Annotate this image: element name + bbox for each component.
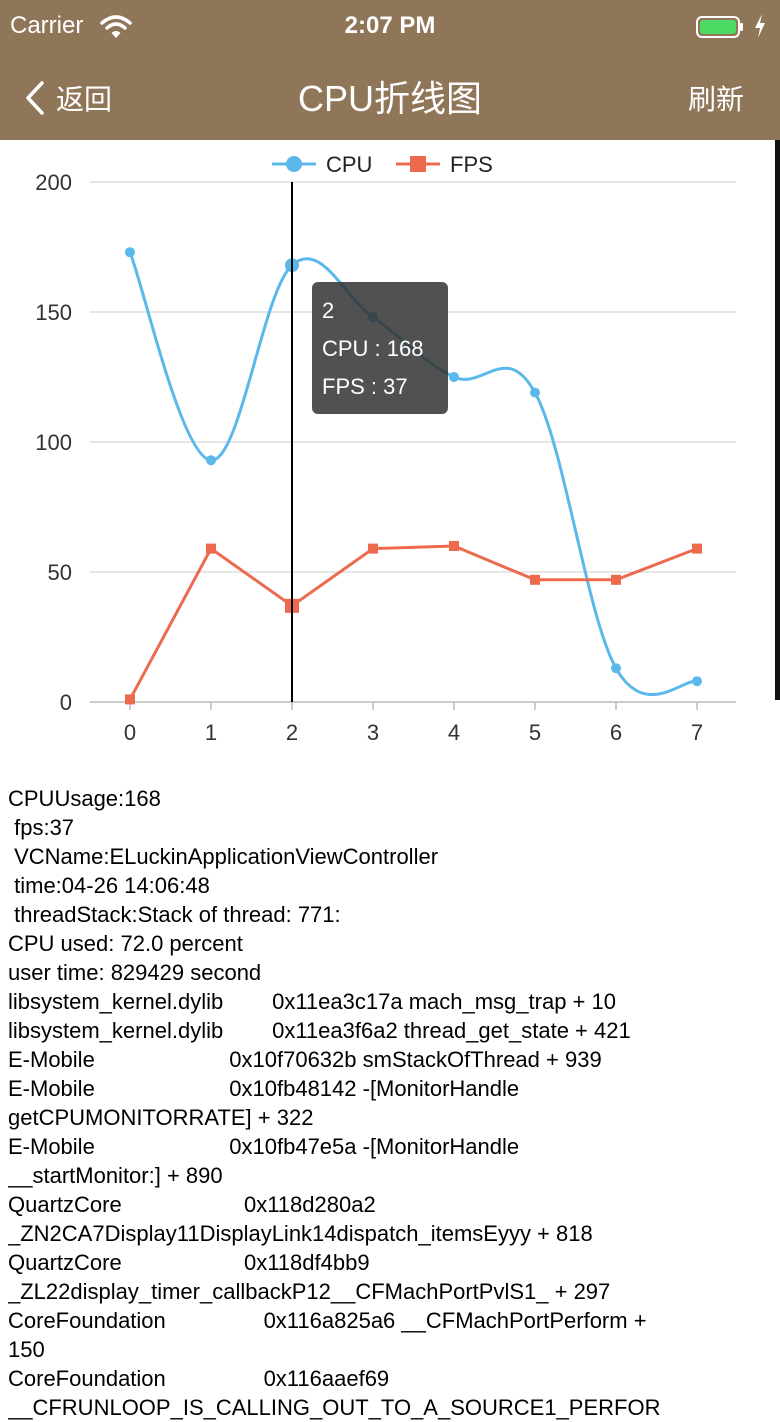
- log-line: 150: [8, 1337, 45, 1362]
- x-tick-label: 0: [124, 720, 136, 745]
- log-line: QuartzCore 0x118df4bb9: [8, 1250, 370, 1275]
- data-point-fps: [368, 543, 378, 554]
- data-point-cpu: [449, 372, 459, 382]
- y-tick-label: 150: [35, 300, 72, 325]
- log-line: E-Mobile 0x10f70632b smStackOfThread + 9…: [8, 1047, 602, 1072]
- log-line: time:04-26 14:06:48: [8, 873, 210, 898]
- log-line: fps:37: [8, 815, 75, 840]
- data-point-fps: [692, 543, 702, 554]
- legend-label: FPS: [450, 152, 493, 177]
- log-line: CPUUsage:168: [8, 786, 161, 811]
- cpu-fps-chart[interactable]: 200 150 100 50 0 0 1 2 3 4 5 6 7 CPU FPS 2 CPU : 168 FPS …: [0, 140, 780, 780]
- log-line: CoreFoundation 0x116aaef69: [8, 1366, 390, 1391]
- data-point-fps: [206, 543, 216, 554]
- wifi-icon: [100, 15, 132, 38]
- log-line: getCPUMONITORRATE] + 322: [8, 1105, 314, 1130]
- data-point-cpu: [530, 387, 540, 398]
- data-point-fps: [449, 541, 459, 551]
- data-point-cpu: [125, 247, 135, 258]
- data-point-fps: [125, 694, 135, 705]
- refresh-button[interactable]: 刷新: [687, 84, 744, 115]
- data-point-cpu: [611, 663, 621, 674]
- log-line: _ZL22display_timer_callbackP12__CFMachPo…: [8, 1279, 611, 1304]
- status-time: 2:07 PM: [344, 12, 436, 39]
- battery-icon: [696, 16, 743, 38]
- log-line: user time: 829429 second: [8, 960, 262, 985]
- x-tick-label: 5: [529, 720, 541, 745]
- log-line: E-Mobile 0x10fb47e5a -[MonitorHandle: [8, 1134, 520, 1159]
- data-point-fps: [530, 574, 540, 585]
- navigation-bar: 返回 CPU折线图 刷新: [0, 56, 780, 140]
- log-line: _ZN2CA7Display11DisplayLink14dispatch_it…: [8, 1221, 593, 1246]
- x-tick-label: 7: [691, 720, 703, 745]
- thread-stack-log: CPUUsage:168 fps:37 VCName:ELuckinApplic…: [8, 784, 772, 1422]
- log-line: libsystem_kernel.dylib 0x11ea3c17a mach_…: [8, 989, 616, 1014]
- legend-marker: [410, 156, 426, 172]
- log-line: __CFRUNLOOP_IS_CALLING_OUT_TO_A_SOURCE1_…: [8, 1395, 661, 1420]
- back-button[interactable]: 返回: [24, 76, 112, 120]
- y-tick-label: 0: [60, 690, 72, 715]
- carrier-label: Carrier: [10, 12, 84, 39]
- chevron-left-icon: [26, 81, 44, 115]
- charging-bolt-icon: [755, 14, 765, 38]
- log-line: VCName:ELuckinApplicationViewController: [8, 844, 439, 869]
- tooltip-line: CPU : 168: [322, 336, 424, 361]
- tooltip-title: 2: [322, 298, 334, 323]
- log-line: QuartzCore 0x118d280a2: [8, 1192, 376, 1217]
- series-line-fps: [128, 544, 698, 701]
- log-line: CPU used: 72.0 percent: [8, 931, 243, 956]
- log-line: E-Mobile 0x10fb48142 -[MonitorHandle: [8, 1076, 520, 1101]
- chart-canvas[interactable]: 200 150 100 50 0 0 1 2 3 4 5 6 7 CPU FPS 2 CPU : 168 FPS …: [0, 140, 780, 780]
- x-tick-label: 3: [367, 720, 379, 745]
- x-tick-label: 4: [448, 720, 460, 745]
- y-tick-label: 200: [35, 170, 72, 195]
- page-title: CPU折线图: [297, 78, 482, 119]
- log-line: __startMonitor:] + 890: [8, 1163, 223, 1188]
- log-line: libsystem_kernel.dylib 0x11ea3f6a2 threa…: [8, 1018, 631, 1043]
- tooltip-box: [312, 282, 448, 414]
- data-point-fps: [611, 574, 621, 585]
- x-tick-label: 1: [205, 720, 217, 745]
- status-bar: Carrier 2:07 PM: [0, 0, 780, 56]
- back-button-label: 返回: [56, 84, 113, 115]
- log-line: CoreFoundation 0x116a825a6 __CFMachPortP…: [8, 1308, 647, 1333]
- legend-marker: [286, 156, 302, 172]
- data-point-cpu: [692, 676, 702, 687]
- y-tick-label: 100: [35, 430, 72, 455]
- legend-label: CPU: [326, 152, 372, 177]
- tooltip-line: FPS : 37: [322, 374, 408, 399]
- data-point-cpu: [206, 455, 216, 466]
- x-tick-label: 6: [610, 720, 622, 745]
- x-tick-label: 2: [286, 720, 298, 745]
- scrollbar-edge: [775, 140, 780, 700]
- y-tick-label: 50: [48, 560, 72, 585]
- log-line: threadStack:Stack of thread: 771:: [8, 902, 341, 927]
